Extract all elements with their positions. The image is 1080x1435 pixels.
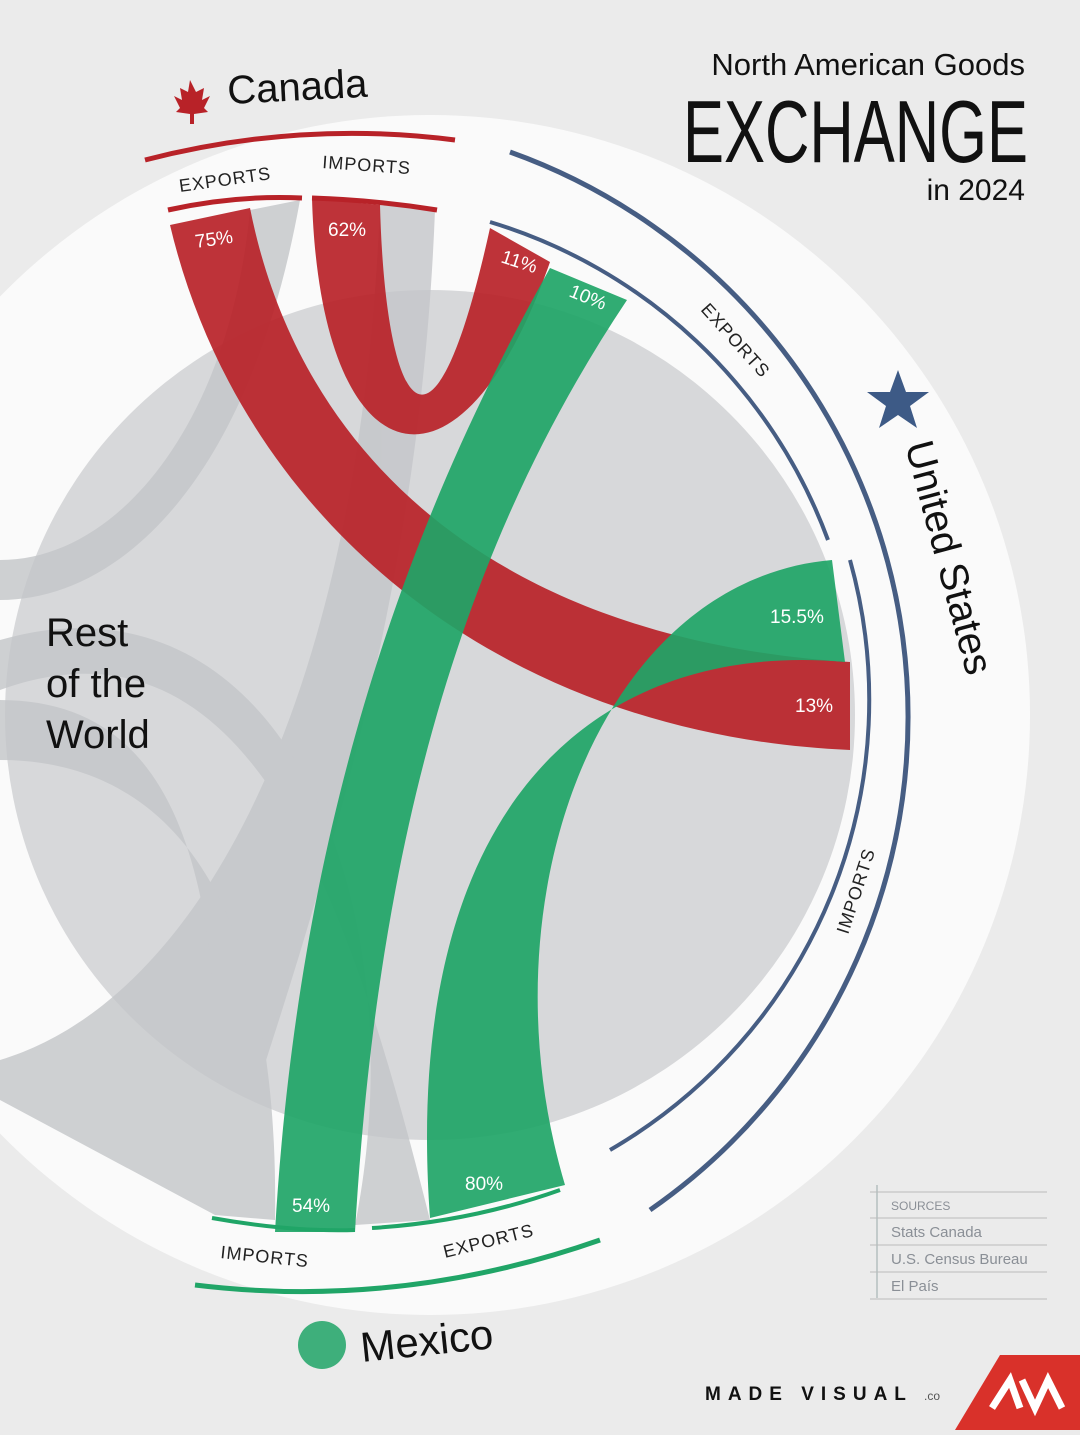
title-line1: North American Goods	[711, 47, 1025, 82]
ribbon-mexico-exports	[427, 560, 845, 1218]
brand-logo-mark	[989, 1371, 1066, 1417]
ribbon-canada-exports	[170, 208, 850, 750]
us-star	[867, 370, 929, 428]
canada-inner-arc	[167, 195, 438, 213]
us-inner-arc	[489, 220, 872, 1152]
source: El País	[891, 1278, 939, 1295]
world-name: Rest of the World	[46, 611, 157, 757]
ribbon-mexico-imports	[275, 268, 627, 1232]
canada-arc	[144, 130, 456, 163]
us-arc	[509, 149, 911, 1213]
sources-heading: SOURCES	[891, 1199, 950, 1213]
world-line: Rest	[46, 611, 128, 655]
world-line: World	[46, 713, 150, 757]
sources: SOURCES Stats Canada U.S. Census Bureau …	[870, 1185, 1047, 1300]
world-line: of the	[46, 662, 146, 706]
canada-leaf	[174, 80, 210, 124]
mexico-name: Mexico	[358, 1310, 495, 1371]
flow-label: 15.5%	[770, 607, 824, 628]
title-line3: in 2024	[927, 174, 1025, 207]
mexico-inner-arc	[211, 1188, 561, 1233]
canada-name: Canada	[226, 62, 369, 113]
flow-label: 54%	[292, 1196, 330, 1217]
brand-name: MADE VISUAL	[705, 1384, 913, 1405]
flow-label: 13%	[795, 696, 833, 717]
ribbon-canada-imports	[312, 198, 550, 435]
source: U.S. Census Bureau	[891, 1251, 1028, 1268]
source: Stats Canada	[891, 1224, 983, 1241]
title-line2: EXCHANGE	[683, 82, 1028, 181]
mexico-emblem	[298, 1321, 346, 1369]
flow-label: 62%	[328, 220, 366, 241]
brand-suffix: .co	[924, 1389, 940, 1403]
flow-label: 80%	[465, 1174, 503, 1195]
mexico-arc	[194, 1237, 601, 1295]
